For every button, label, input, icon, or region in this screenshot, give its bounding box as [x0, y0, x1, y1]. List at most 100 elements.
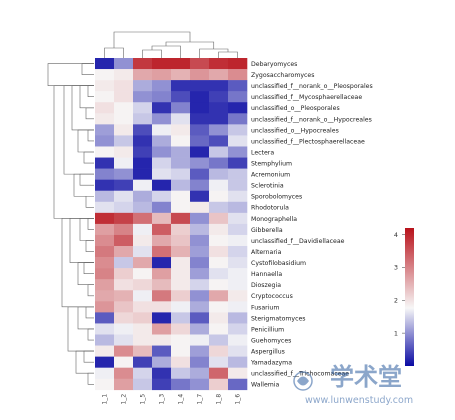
- heatmap-cell: [114, 113, 134, 125]
- heatmap-cell: [114, 345, 134, 357]
- heatmap-cell: [171, 301, 191, 313]
- heatmap-cell: [152, 190, 172, 203]
- column-label: 1_8: [216, 394, 223, 405]
- column-label: 1_4: [178, 394, 185, 405]
- heatmap-cell: [209, 113, 229, 125]
- heatmap-cell: [152, 168, 172, 180]
- heatmap-cell: [209, 234, 229, 247]
- heatmap-cell: [133, 113, 153, 125]
- dendrogram-branch: [87, 85, 94, 98]
- heatmap-cell: [228, 135, 248, 147]
- row-label: unclassified_f__norank_o__Pleosporales: [251, 83, 373, 90]
- heatmap-cell: [209, 168, 229, 180]
- heatmap-cell: [171, 113, 191, 125]
- watermark-logo-mark: [297, 376, 309, 386]
- heatmap-cell: [114, 190, 134, 203]
- heatmap-cell: [190, 58, 210, 70]
- heatmap-cell: [95, 135, 115, 147]
- row-labels: Debaryomyces Zygosaccharomyces unclassifie…: [250, 61, 373, 389]
- heatmap-cell: [171, 179, 191, 192]
- row-label: unclassified_f__Davidiellaceae: [251, 238, 345, 245]
- heatmap-cell: [152, 157, 172, 169]
- color-scale-tick-label: 1: [394, 329, 398, 337]
- heatmap-cell: [114, 146, 134, 158]
- heatmap-cell: [95, 367, 115, 380]
- heatmap-cell: [152, 146, 172, 158]
- heatmap-cell: [133, 257, 153, 269]
- heatmap-cell: [114, 246, 134, 258]
- heatmap-cell: [209, 279, 229, 291]
- heatmap-cell: [133, 69, 153, 81]
- watermark-logo-icon: [293, 371, 313, 391]
- heatmap-cell: [114, 257, 134, 269]
- heatmap-cell: [95, 345, 115, 357]
- heatmap-cell: [133, 58, 153, 70]
- color-scale-tick-label: 3: [394, 264, 398, 272]
- row-label: Lectera: [251, 149, 274, 156]
- row-label: Wallemia: [251, 382, 280, 389]
- heatmap-cell: [190, 257, 210, 269]
- heatmap-cell: [171, 323, 191, 335]
- heatmap-cell: [190, 223, 210, 236]
- heatmap-cell: [114, 168, 134, 180]
- heatmap-cell: [152, 246, 172, 258]
- dendrogram-branch: [87, 218, 94, 230]
- heatmap-cell: [133, 135, 153, 147]
- heatmap-cell: [95, 146, 115, 158]
- heatmap-cell: [228, 212, 248, 225]
- dendrogram-branch: [83, 151, 94, 164]
- row-label: unclassified_f__Trichocomaceae: [251, 371, 349, 378]
- column-label: 1_3: [159, 394, 166, 405]
- heatmap-cell: [152, 279, 172, 291]
- heatmap-cell: [152, 135, 172, 147]
- heatmap-cell: [114, 80, 134, 92]
- heatmap-cell: [95, 179, 115, 192]
- row-label: Gibberella: [251, 227, 283, 234]
- heatmap-cell: [190, 146, 210, 158]
- heatmap-cell: [95, 223, 115, 236]
- color-scale-legend: 1 2 3 4: [394, 228, 414, 366]
- heatmap-cell: [190, 80, 210, 92]
- color-scale-bar: [405, 228, 414, 366]
- heatmap-cell: [209, 212, 229, 225]
- heatmap-cell: [209, 312, 229, 324]
- heatmap-cell: [95, 268, 115, 280]
- heatmap-cell: [152, 301, 172, 313]
- heatmap-cell: [171, 268, 191, 280]
- heatmap-cell: [152, 268, 172, 280]
- heatmap-cell: [228, 201, 248, 214]
- heatmap-cell: [133, 312, 153, 324]
- column-label: 1_1: [102, 394, 109, 405]
- heatmap-cell: [228, 69, 248, 81]
- heatmap-cell: [95, 80, 115, 92]
- heatmap-cell: [152, 113, 172, 125]
- heatmap-cell: [209, 135, 229, 147]
- row-label: unclassified_f__Plectosphaerellaceae: [251, 138, 365, 145]
- heatmap-cell: [190, 334, 210, 346]
- watermark: 学术堂 www.lunwenstudy.com: [293, 363, 413, 406]
- heatmap-cell: [133, 268, 153, 280]
- dendrogram-branch: [85, 306, 94, 319]
- heatmap-cell: [133, 290, 153, 302]
- heatmap-cell: [114, 91, 134, 103]
- heatmap-cell: [228, 378, 248, 391]
- row-label: Dioszegia: [251, 282, 281, 289]
- heatmap-cell: [152, 91, 172, 103]
- heatmap-cell: [133, 301, 153, 313]
- heatmap-cell: [228, 168, 248, 180]
- heatmap-cell: [209, 102, 229, 114]
- heatmap-cell: [209, 367, 229, 380]
- heatmap-cell: [228, 223, 248, 236]
- heatmap-cell: [209, 378, 229, 391]
- row-label: Penicillium: [251, 326, 284, 333]
- heatmap-cell: [228, 179, 248, 192]
- heatmap-cell: [152, 334, 172, 346]
- column-label: 1_6: [235, 394, 242, 405]
- heatmap-cell: [114, 69, 134, 81]
- dendrogram-branch: [47, 63, 94, 86]
- heatmap-cell: [171, 58, 191, 70]
- heatmap-cell: [114, 268, 134, 280]
- heatmap-cell: [114, 234, 134, 247]
- heatmap-cell: [152, 212, 172, 225]
- heatmap-cell: [228, 91, 248, 103]
